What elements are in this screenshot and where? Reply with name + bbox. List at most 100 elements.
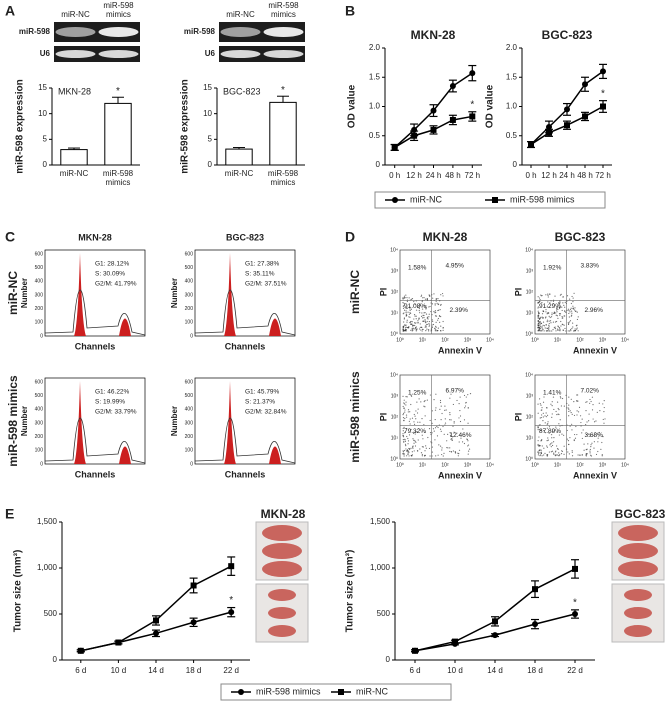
cell-dot bbox=[463, 394, 466, 397]
cell-dot bbox=[405, 427, 408, 430]
cell-dot bbox=[428, 324, 431, 326]
point bbox=[430, 107, 437, 114]
cell-dot bbox=[443, 452, 445, 454]
cell-dot bbox=[548, 322, 550, 325]
cell-dot bbox=[407, 437, 409, 440]
cell-dot bbox=[571, 327, 573, 330]
blot-row-label: U6 bbox=[40, 49, 51, 58]
cell-dot bbox=[577, 400, 579, 402]
cell-dot bbox=[602, 435, 604, 438]
y-axis-label: PI bbox=[513, 288, 523, 297]
cell-dot bbox=[436, 302, 438, 304]
cell-dot bbox=[561, 309, 563, 312]
cell-dot bbox=[567, 407, 570, 409]
y-tick-label: 10² bbox=[391, 414, 399, 420]
cell-dot bbox=[594, 432, 596, 434]
cell-dot bbox=[558, 413, 560, 416]
cell-dot bbox=[566, 295, 569, 297]
y-tick-label: 15 bbox=[203, 83, 212, 92]
quadrant-value: 3.83% bbox=[581, 263, 600, 270]
cell-dot bbox=[421, 326, 423, 328]
cell-dot bbox=[548, 327, 550, 329]
x-tick-label: 10¹ bbox=[419, 337, 427, 343]
cell-dot bbox=[438, 315, 441, 317]
cell-dot bbox=[405, 414, 408, 416]
y-tick-label: 10² bbox=[526, 289, 534, 295]
cell-dot bbox=[563, 434, 565, 436]
cell-dot bbox=[417, 439, 419, 441]
cell-dot bbox=[573, 292, 575, 294]
y-tick-label: 10 bbox=[38, 109, 47, 118]
cell-dot bbox=[411, 446, 414, 448]
y-tick-label: 400 bbox=[35, 279, 44, 285]
cell-dot bbox=[426, 316, 429, 318]
cell-dot bbox=[591, 396, 594, 398]
cell-dot bbox=[415, 326, 417, 328]
cell-dot bbox=[595, 453, 598, 456]
cell-dot bbox=[568, 408, 570, 411]
cycle-stat: G1: 45.79% bbox=[245, 389, 280, 396]
cell-dot bbox=[556, 306, 558, 308]
tumor bbox=[618, 543, 658, 559]
cell-dot bbox=[564, 315, 566, 317]
cell-dot bbox=[567, 322, 569, 324]
cell-dot bbox=[548, 315, 550, 318]
cell-dot bbox=[569, 425, 571, 427]
y-tick-label: 10³ bbox=[391, 393, 399, 399]
cell-dot bbox=[568, 316, 570, 318]
cell-dot bbox=[570, 411, 572, 414]
cell-dot bbox=[420, 295, 422, 298]
cell-dot bbox=[442, 295, 444, 297]
y-tick-label: 10³ bbox=[526, 268, 534, 274]
y-tick-label: 1.5 bbox=[369, 72, 381, 81]
cell-dot bbox=[416, 322, 418, 324]
cell-dot bbox=[541, 414, 543, 416]
cell-dot bbox=[404, 411, 406, 413]
cell-dot bbox=[444, 405, 446, 407]
cell-dot bbox=[417, 408, 419, 410]
cell-dot bbox=[558, 423, 560, 425]
cell-dot bbox=[405, 326, 407, 328]
cell-dot bbox=[585, 423, 587, 426]
cell-dot bbox=[572, 326, 574, 328]
cell-dot bbox=[454, 450, 456, 453]
cell-dot bbox=[431, 446, 433, 448]
cell-dot bbox=[583, 443, 585, 445]
y-tick-label: 0.5 bbox=[369, 131, 381, 140]
cell-dot bbox=[436, 425, 438, 428]
x-tick-label: 10 d bbox=[447, 666, 463, 675]
cell-dot bbox=[452, 425, 454, 427]
cell-dot bbox=[459, 409, 461, 412]
cell-dot bbox=[434, 315, 437, 317]
cell-dot bbox=[596, 411, 598, 413]
cell-dot bbox=[589, 398, 591, 401]
cell-dot bbox=[440, 294, 442, 296]
cell-dot bbox=[581, 418, 583, 420]
cell-dot bbox=[591, 409, 594, 411]
cell-dot bbox=[570, 328, 572, 331]
cell-dot bbox=[544, 415, 546, 417]
cell-dot bbox=[541, 330, 543, 332]
cell-dot bbox=[458, 449, 461, 451]
quadrant-value: 87.89% bbox=[539, 428, 561, 435]
cell-dot bbox=[447, 447, 449, 449]
cell-dot bbox=[541, 409, 543, 411]
cell-dot bbox=[577, 394, 579, 396]
y-tick-label: 10⁰ bbox=[525, 456, 533, 462]
point bbox=[190, 582, 197, 589]
cell-dot bbox=[588, 413, 590, 415]
cell-dot bbox=[595, 420, 597, 422]
cell-dot bbox=[437, 303, 439, 306]
cell-dot bbox=[561, 450, 564, 453]
cell-dot bbox=[449, 413, 451, 416]
cell-dot bbox=[542, 401, 545, 403]
y-tick-label: 600 bbox=[35, 379, 44, 385]
cell-dot bbox=[421, 418, 423, 420]
cell-dot bbox=[575, 310, 577, 312]
cell-dot bbox=[424, 406, 426, 408]
cell-dot bbox=[586, 453, 588, 456]
cell-dot bbox=[412, 445, 414, 447]
cell-dot bbox=[445, 409, 447, 411]
cell-dot bbox=[568, 330, 571, 332]
point bbox=[391, 144, 398, 151]
